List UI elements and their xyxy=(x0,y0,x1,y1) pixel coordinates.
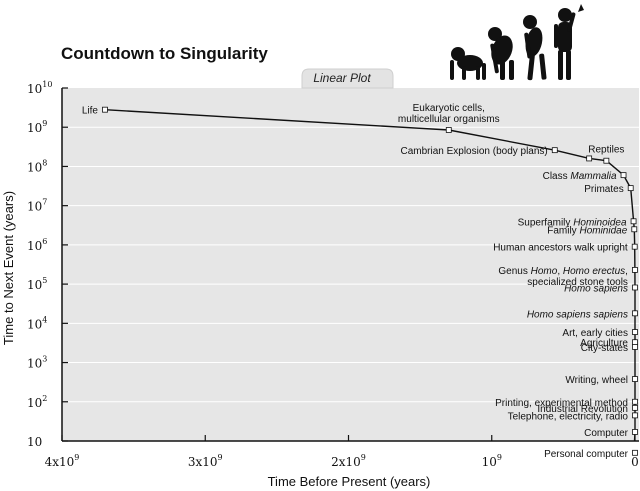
y-tick-label: 103 xyxy=(27,355,47,371)
event-marker xyxy=(632,376,638,382)
event-marker xyxy=(102,106,108,113)
event-label: Human ancestors walk upright xyxy=(493,243,628,254)
event-marker xyxy=(632,412,638,419)
event-marker xyxy=(632,344,638,350)
event-marker xyxy=(632,284,638,291)
y-tick-label: 106 xyxy=(27,237,47,253)
x-axis-ticks: 4x109 3x109 2x109 109 0 xyxy=(45,435,639,469)
y-tick-label: 107 xyxy=(27,198,47,214)
event-label: Reptiles xyxy=(588,145,624,156)
event-label: Telephone, electricity, radio xyxy=(508,411,629,422)
y-axis-title: Time to Next Event (years) xyxy=(1,191,16,345)
gridlines xyxy=(62,126,639,403)
event-label: Class Mammalia xyxy=(543,171,617,182)
event-label: Superfamily Hominoidea xyxy=(518,217,627,228)
event-label: Eukaryotic cells, xyxy=(413,103,485,114)
event-label: multicellular organisms xyxy=(398,114,500,125)
human-silhouette-4 xyxy=(554,4,584,80)
event-label: Genus Homo, Homo erectus, xyxy=(498,266,628,277)
y-tick-label: 108 xyxy=(27,158,47,174)
chart-title: Countdown to Singularity xyxy=(61,44,268,63)
x-axis-title: Time Before Present (years) xyxy=(268,474,431,489)
plot-background xyxy=(62,88,639,441)
event-marker xyxy=(632,267,638,273)
ape-silhouette-1 xyxy=(450,47,486,80)
x-tick-label: 3x109 xyxy=(188,453,223,469)
event-marker xyxy=(632,449,638,456)
event-label: Computer xyxy=(584,428,629,439)
event-label: Agriculture xyxy=(580,338,628,349)
event-marker xyxy=(632,429,638,435)
y-tick-label: 105 xyxy=(27,276,47,292)
event-marker xyxy=(631,243,638,250)
x-tick-label: 0 xyxy=(631,455,639,469)
x-tick-label: 2x109 xyxy=(331,453,366,469)
event-marker xyxy=(445,127,452,133)
event-label: Homo sapiens xyxy=(564,283,628,294)
event-marker xyxy=(632,329,638,335)
event-label: Writing, wheel xyxy=(565,375,628,386)
event-marker xyxy=(627,185,634,192)
event-label: Printing, experimental method xyxy=(495,398,628,409)
event-marker xyxy=(603,157,610,164)
event-marker xyxy=(632,339,638,346)
event-label: Cambrian Explosion (body plans) xyxy=(400,146,547,157)
event-label: Homo sapiens sapiens xyxy=(527,309,628,320)
event-label: Life xyxy=(82,106,99,117)
event-label: Art, early cities xyxy=(562,328,628,339)
y-tick-label: 104 xyxy=(27,315,47,331)
y-tick-label: 1010 xyxy=(27,80,52,96)
event-label: specialized stone tools xyxy=(527,277,628,288)
event-label: Industrial Revolution xyxy=(537,404,628,415)
y-tick-label: 102 xyxy=(27,394,47,410)
event-marker xyxy=(586,155,593,162)
linear-plot-tab-label: Linear Plot xyxy=(313,71,371,85)
y-tick-label: 10 xyxy=(27,435,42,449)
x-tick-label: 109 xyxy=(482,453,502,469)
event-marker xyxy=(551,147,558,154)
event-markers xyxy=(102,106,638,456)
series-line xyxy=(104,109,636,442)
event-marker xyxy=(620,172,627,179)
x-tick-label: 4x109 xyxy=(45,453,80,469)
y-tick-label: 109 xyxy=(27,119,47,135)
event-label: Personal computer xyxy=(544,449,629,460)
ape-silhouette-2 xyxy=(488,27,514,80)
event-labels: Life Eukaryotic cells,multicellular organ… xyxy=(82,103,629,460)
y-axis-ticks: 1010 109 108 107 106 105 104 103 102 10 xyxy=(27,80,68,449)
event-marker xyxy=(631,226,638,233)
hominid-silhouette-3 xyxy=(523,15,547,81)
event-marker xyxy=(632,404,638,411)
linear-plot-tab[interactable] xyxy=(301,68,394,89)
event-label: City-states xyxy=(581,343,628,354)
evolution-silhouettes-illustration xyxy=(450,4,584,81)
event-marker xyxy=(630,218,637,225)
event-marker xyxy=(632,398,638,405)
event-label: Primates xyxy=(584,184,623,195)
event-marker xyxy=(632,310,638,317)
event-label: Family Hominidae xyxy=(547,225,627,236)
